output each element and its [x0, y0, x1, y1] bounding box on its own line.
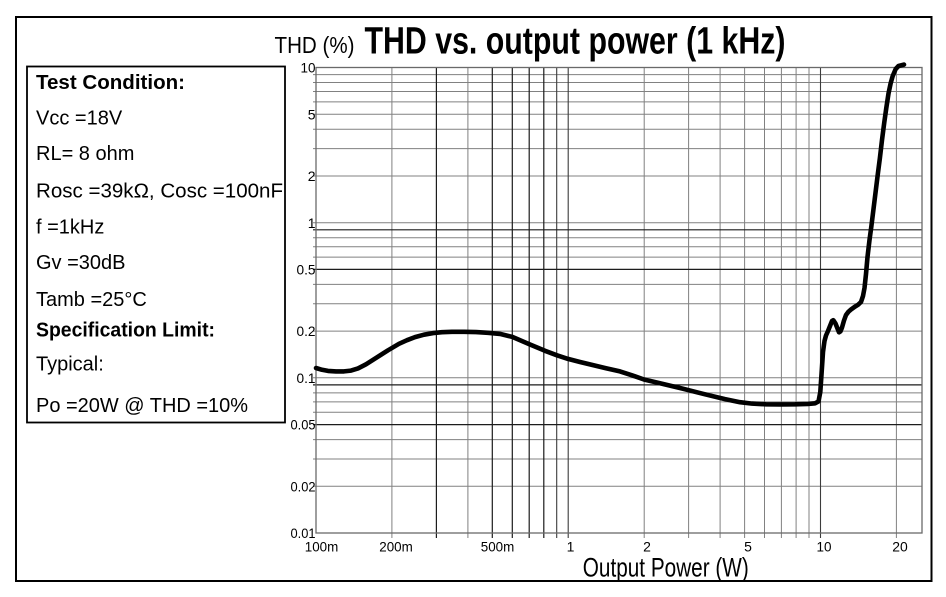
svg-text:10: 10	[301, 60, 316, 76]
svg-text:Po =20W @ THD =10%: Po =20W @ THD =10%	[36, 395, 248, 417]
svg-text:THD (%): THD (%)	[275, 32, 355, 58]
svg-text:2: 2	[308, 168, 316, 184]
svg-text:THD vs. output power (1 kHz): THD vs. output power (1 kHz)	[365, 21, 786, 63]
svg-text:100m: 100m	[305, 539, 339, 555]
svg-text:0.1: 0.1	[297, 370, 316, 386]
svg-text:1: 1	[567, 539, 575, 555]
svg-text:Test Condition:: Test Condition:	[36, 72, 185, 94]
svg-text:200m: 200m	[379, 539, 413, 555]
svg-text:0.01: 0.01	[291, 525, 316, 541]
svg-text:10: 10	[817, 539, 832, 555]
svg-text:Tamb =25°C: Tamb =25°C	[36, 289, 147, 311]
svg-text:1: 1	[308, 215, 316, 231]
svg-text:2: 2	[643, 539, 651, 555]
svg-text:Specification Limit:: Specification Limit:	[36, 320, 215, 342]
svg-text:Vcc =18V: Vcc =18V	[36, 108, 123, 130]
svg-text:Rosc =39kΩ, Cosc =100nF: Rosc =39kΩ, Cosc =100nF	[36, 181, 283, 203]
svg-text:Output Power (W): Output Power (W)	[583, 552, 749, 582]
svg-text:5: 5	[308, 106, 316, 122]
svg-text:Typical:: Typical:	[36, 354, 104, 376]
svg-text:0.2: 0.2	[297, 323, 316, 339]
svg-text:RL= 8 ohm: RL= 8 ohm	[36, 143, 134, 165]
svg-text:0.05: 0.05	[291, 417, 316, 433]
svg-text:500m: 500m	[481, 539, 515, 555]
svg-text:Gv =30dB: Gv =30dB	[36, 252, 126, 274]
svg-text:5: 5	[744, 539, 752, 555]
svg-text:20: 20	[892, 539, 908, 555]
svg-text:f =1kHz: f =1kHz	[36, 217, 104, 239]
svg-text:0.02: 0.02	[291, 478, 316, 494]
svg-text:0.5: 0.5	[297, 261, 316, 277]
